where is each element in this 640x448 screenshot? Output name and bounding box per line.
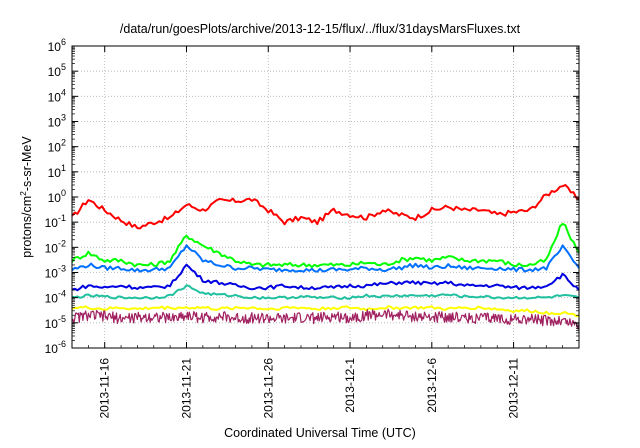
y-tick-label: 104 bbox=[48, 87, 66, 104]
series-line bbox=[71, 263, 580, 292]
y-tick-label: 10-5 bbox=[45, 314, 66, 331]
y-tick-label: 10-3 bbox=[45, 264, 66, 281]
y-tick-label: 100 bbox=[48, 188, 66, 205]
y-axis-label-superscript: 2 bbox=[18, 191, 28, 196]
y-tick-exponent: 4 bbox=[61, 87, 66, 97]
x-tick-label: 2013-11-26 bbox=[261, 358, 275, 419]
series-line bbox=[71, 284, 580, 300]
y-tick-label: 10-6 bbox=[45, 339, 66, 356]
series-line bbox=[71, 244, 580, 273]
x-tick-label: 2013-11-16 bbox=[98, 358, 112, 419]
y-tick-label: 101 bbox=[48, 163, 66, 180]
series-line bbox=[71, 184, 580, 230]
x-tick-label: 2013-12-6 bbox=[425, 358, 439, 413]
series-line bbox=[71, 308, 580, 330]
series-line bbox=[71, 222, 580, 269]
x-tick-label: 2013-12-1 bbox=[343, 358, 357, 413]
y-tick-base: 10 bbox=[45, 342, 59, 356]
y-tick-base: 10 bbox=[48, 166, 62, 180]
y-tick-base: 10 bbox=[45, 216, 59, 230]
y-tick-label: 106 bbox=[48, 37, 66, 54]
y-tick-base: 10 bbox=[48, 90, 62, 104]
y-tick-exponent: 3 bbox=[61, 113, 66, 123]
y-tick-label: 102 bbox=[48, 138, 66, 155]
plot-frame bbox=[71, 45, 580, 349]
y-tick-label: 10-2 bbox=[45, 238, 66, 255]
y-tick-exponent: 6 bbox=[61, 37, 66, 47]
x-axis-label: Coordinated Universal Time (UTC) bbox=[224, 426, 416, 440]
x-tick-label: 2013-12-11 bbox=[507, 358, 521, 419]
y-tick-exponent: 5 bbox=[61, 62, 66, 72]
y-tick-base: 10 bbox=[48, 116, 62, 130]
y-tick-base: 10 bbox=[45, 317, 59, 331]
y-axis-label: protons/cm2-s-sr-MeV bbox=[18, 136, 34, 258]
grid bbox=[72, 46, 579, 348]
y-tick-exponent: -6 bbox=[58, 339, 66, 349]
y-tick-exponent: -4 bbox=[58, 289, 66, 299]
y-tick-exponent: -1 bbox=[58, 213, 66, 223]
chart-title: /data/run/goesPlots/archive/2013-12-15/f… bbox=[119, 22, 521, 36]
y-tick-base: 10 bbox=[48, 65, 62, 79]
x-tick-label: 2013-11-21 bbox=[179, 358, 193, 419]
y-tick-base: 10 bbox=[48, 40, 62, 54]
y-tick-label: 105 bbox=[48, 62, 66, 79]
y-tick-exponent: 0 bbox=[61, 188, 66, 198]
y-tick-exponent: -2 bbox=[58, 238, 66, 248]
y-tick-base: 10 bbox=[48, 141, 62, 155]
y-axis: 10-610-510-410-310-210-11001011021031041… bbox=[45, 37, 579, 356]
y-tick-exponent: 2 bbox=[61, 138, 66, 148]
y-tick-base: 10 bbox=[45, 241, 59, 255]
y-tick-label: 103 bbox=[48, 113, 66, 130]
y-tick-base: 10 bbox=[48, 191, 62, 205]
y-tick-exponent: 1 bbox=[61, 163, 66, 173]
x-axis: 2013-11-16 2013-11-21 2013-11-26 2013-12-1 2… bbox=[88, 46, 563, 419]
y-tick-exponent: -3 bbox=[58, 264, 66, 274]
y-axis-label-text: protons/cm bbox=[20, 196, 34, 258]
y-axis-label-unit: -s-sr-MeV bbox=[20, 136, 34, 192]
series-group bbox=[71, 184, 580, 330]
y-tick-label: 10-4 bbox=[45, 289, 66, 306]
y-tick-base: 10 bbox=[45, 267, 59, 281]
y-tick-label: 10-1 bbox=[45, 213, 66, 230]
series-line bbox=[71, 305, 580, 318]
y-tick-base: 10 bbox=[45, 292, 59, 306]
y-tick-exponent: -5 bbox=[58, 314, 66, 324]
